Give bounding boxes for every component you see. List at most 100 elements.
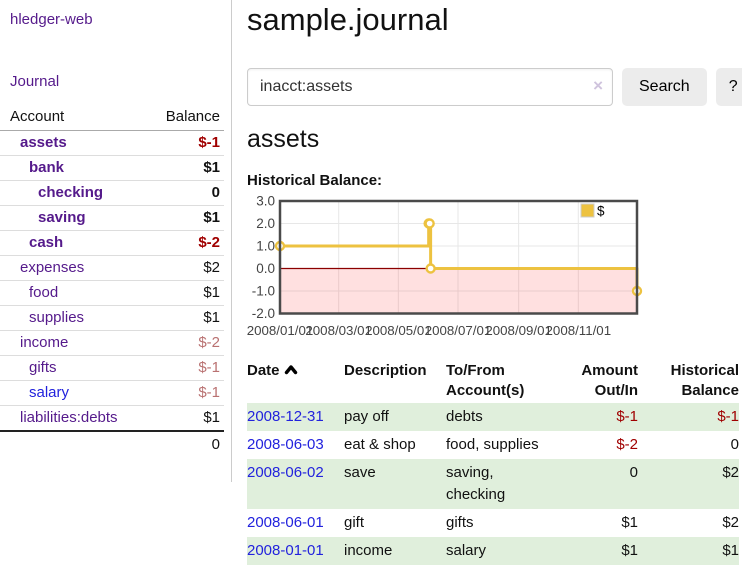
account-cell: food [0,280,142,306]
account-balance: $1 [141,280,224,306]
svg-text:0.0: 0.0 [256,261,275,276]
transaction-balance: 0 [730,436,739,453]
transaction-accounts: debts [446,403,550,431]
account-row: saving $1 [0,205,224,231]
account-link[interactable]: bank [29,159,65,176]
transaction-date-cell: 2008-06-02 [247,459,344,509]
transaction-amount: $-2 [616,436,638,453]
app-title: hledger-web [10,11,231,28]
col-date[interactable]: Date [247,359,344,403]
transaction-balance: $2 [638,459,739,509]
account-link[interactable]: liabilities:debts [20,409,118,426]
transaction-date-link[interactable]: 2008-06-01 [247,514,324,531]
transaction-accounts: salary [446,537,550,565]
account-link[interactable]: cash [29,234,64,251]
svg-text:1.0: 1.0 [256,239,275,254]
account-row: checking 0 [0,180,224,206]
account-link[interactable]: income [20,334,69,351]
account-link[interactable]: supplies [29,309,85,326]
svg-text:2008/09/01: 2008/09/01 [485,323,552,338]
search-form: × Search ? [247,68,742,106]
svg-text:-1.0: -1.0 [252,284,275,299]
col-accounts: To/From Account(s) [446,362,525,399]
historical-balance-chart: $3.0 2.0 1.0 0.0 -1.0 -2.0 2008/01/01 2008/03/0… [247,194,741,347]
account-balance: $-1 [141,380,224,406]
transaction-date-link[interactable]: 2008-12-31 [247,408,324,425]
transaction-date-cell: 2008-01-01 [247,537,344,565]
svg-text:2008/11/01: 2008/11/01 [546,323,612,338]
account-row: liabilities:debts $1 [0,405,224,431]
account-link[interactable]: gifts [29,359,57,376]
app-title-link[interactable]: hledger-web [10,11,93,28]
col-description: Description [344,362,427,379]
account-link[interactable]: saving [38,209,86,226]
col-amount: Amount Out/In [581,362,638,399]
journal-link[interactable]: Journal [10,73,60,90]
account-cell: bank [0,155,142,181]
transaction-date-cell: 2008-06-01 [247,509,344,537]
account-link[interactable]: food [29,284,59,301]
search-button[interactable]: Search [622,68,707,106]
account-cell: assets [0,131,142,156]
account-row: expenses $2 [0,255,224,281]
account-link[interactable]: expenses [20,259,85,276]
account-cell: supplies [0,305,142,331]
account-row: income $-2 [0,330,224,356]
account-balance: $2 [141,255,224,281]
legend-label: $ [597,204,605,219]
transactions-header-row: Date Description To/From Account(s) Amou… [247,359,739,403]
transaction-date-link[interactable]: 2008-06-03 [247,436,324,453]
account-balance: $1 [141,155,224,181]
account-row: salary $-1 [0,380,224,406]
account-balance: 0 [141,180,224,206]
accounts-total-value: 0 [141,430,224,457]
account-cell: checking [0,180,142,206]
account-link[interactable]: checking [38,184,104,201]
account-row: gifts $-1 [0,355,224,381]
chart-title: Historical Balance: [247,172,383,189]
help-button[interactable]: ? [715,68,742,106]
account-cell: gifts [0,355,142,381]
transaction-row: 2008-12-31 pay off debts $-1 $-1 [247,403,739,431]
svg-text:3.0: 3.0 [256,194,275,209]
account-row: food $1 [0,280,224,306]
account-row: bank $1 [0,155,224,181]
transaction-description: pay off [344,403,446,431]
account-balance: $-2 [141,230,224,256]
account-cell: cash [0,230,142,256]
search-input[interactable] [247,68,613,106]
account-cell: salary [0,380,142,406]
col-balance: Historical Balance [670,362,739,399]
svg-text:2008/01/01: 2008/01/01 [247,323,313,338]
transaction-date-cell: 2008-12-31 [247,403,344,431]
transaction-accounts: food, supplies [446,436,539,453]
account-balance: $-1 [198,134,220,151]
transaction-amount: $1 [550,537,638,565]
accounts-table: Account Balance assets $-1 bank $1 checking 0… [0,104,224,457]
page-title: sample.journal [247,2,449,37]
account-link[interactable]: assets [20,134,67,151]
transaction-amount: 0 [550,459,638,509]
account-link[interactable]: salary [29,384,70,401]
svg-text:2008/05/01: 2008/05/01 [365,323,432,338]
transaction-row: 2008-06-03 eat & shop food, supplies $-2 0 [247,431,739,459]
transaction-amount: $1 [621,514,638,531]
accounts-total-row: 0 [0,430,224,457]
accounts-total-spacer [0,430,142,457]
transaction-row: 2008-06-02 save saving, checking 0 $2 [247,459,739,509]
legend-swatch [580,203,595,218]
transaction-amount: $-1 [550,403,638,431]
account-cell: saving [0,205,142,231]
transaction-date-link[interactable]: 2008-06-02 [247,464,324,481]
transaction-date-link[interactable]: 2008-01-01 [247,542,324,559]
transaction-accounts: saving, checking [446,459,550,509]
sidebar: hledger-web Journal Account Balance asse… [0,0,232,482]
svg-text:-2.0: -2.0 [252,306,275,321]
transaction-description: income [344,537,446,565]
transaction-accounts: gifts [446,514,474,531]
sidebar-item-journal: Journal [10,73,231,90]
account-balance: $-1 [141,355,224,381]
clear-search-icon[interactable]: × [593,76,603,95]
app-window: hledger-web Journal Account Balance asse… [0,0,742,565]
account-row: supplies $1 [0,305,224,331]
